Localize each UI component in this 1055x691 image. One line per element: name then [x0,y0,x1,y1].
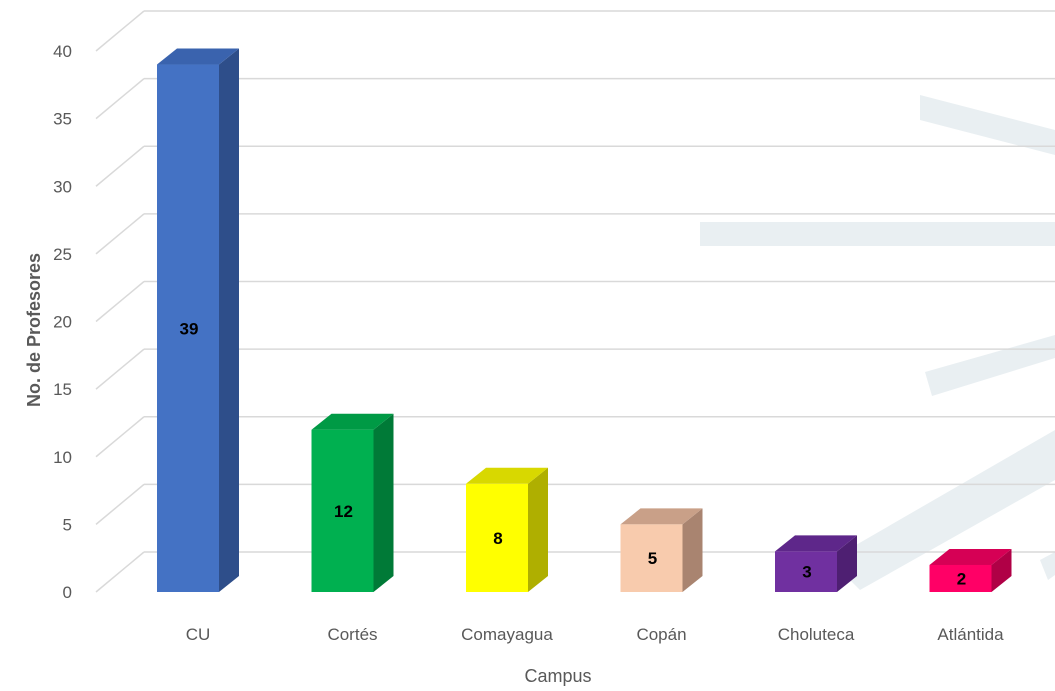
y-tick-label: 10 [53,448,72,467]
data-label: 8 [493,529,502,548]
bar-front [929,564,992,592]
data-label: 39 [180,319,199,338]
gridlines [95,10,1055,593]
bar-side [991,548,1012,592]
bar-side [682,508,703,592]
gridline-diagonal [95,213,145,255]
bar: 8 [466,467,548,592]
x-category-label: Atlántida [937,625,1004,644]
gridline-diagonal [95,145,145,187]
bar-front [466,483,528,592]
y-tick-label: 5 [63,515,72,534]
x-category-label: Copán [636,625,686,644]
x-category-label: CU [186,625,211,644]
bar-top [466,467,548,484]
data-label: 12 [334,502,353,521]
data-label: 2 [957,569,966,588]
bar: 12 [311,413,394,592]
y-tick-label: 35 [53,110,72,129]
x-axis-categories: CU Cortés Comayagua Copán Choluteca Atlántida [186,625,1004,644]
bar: 2 [929,548,1012,592]
x-category-label: Comayagua [461,625,553,644]
bar: 3 [775,535,857,592]
y-tick-label: 40 [53,42,72,61]
data-label: 5 [648,549,657,568]
y-tick-label: 25 [53,245,72,264]
bar-side [837,535,857,592]
x-category-label: Cortés [327,625,377,644]
bar-front [775,551,837,592]
bar: 5 [620,508,703,592]
gridline-diagonal [95,348,145,390]
gridline-diagonal [95,483,145,525]
bar-side [219,48,239,592]
gridline-diagonal [95,416,145,458]
bar-top [311,413,394,430]
bar-top [775,535,857,552]
bars: 39 12 8 5 3 2 [157,48,1012,592]
y-axis-title: No. de Profesores [24,253,44,407]
bar-front [620,524,683,592]
bar-top [620,508,703,525]
bar-side [528,467,548,592]
y-tick-label: 20 [53,313,72,332]
bar-top [929,548,1012,565]
gridline-diagonal [95,551,145,593]
y-tick-label: 30 [53,177,72,196]
bar-front [311,429,374,592]
gridline-diagonal [95,280,145,323]
bar: 39 [157,48,239,592]
x-axis-title: Campus [524,666,591,686]
x-category-label: Choluteca [778,625,855,644]
y-tick-label: 0 [63,583,72,602]
bar-side [373,413,394,592]
y-tick-label: 15 [53,380,72,399]
data-label: 3 [802,563,811,582]
y-axis-ticks: 0 5 10 15 20 25 30 35 40 [53,42,72,602]
bar-front [157,64,219,592]
bar-top [157,48,239,65]
background-watermark [700,95,1055,590]
gridline-diagonal [95,10,145,52]
gridline-diagonal [95,78,145,120]
